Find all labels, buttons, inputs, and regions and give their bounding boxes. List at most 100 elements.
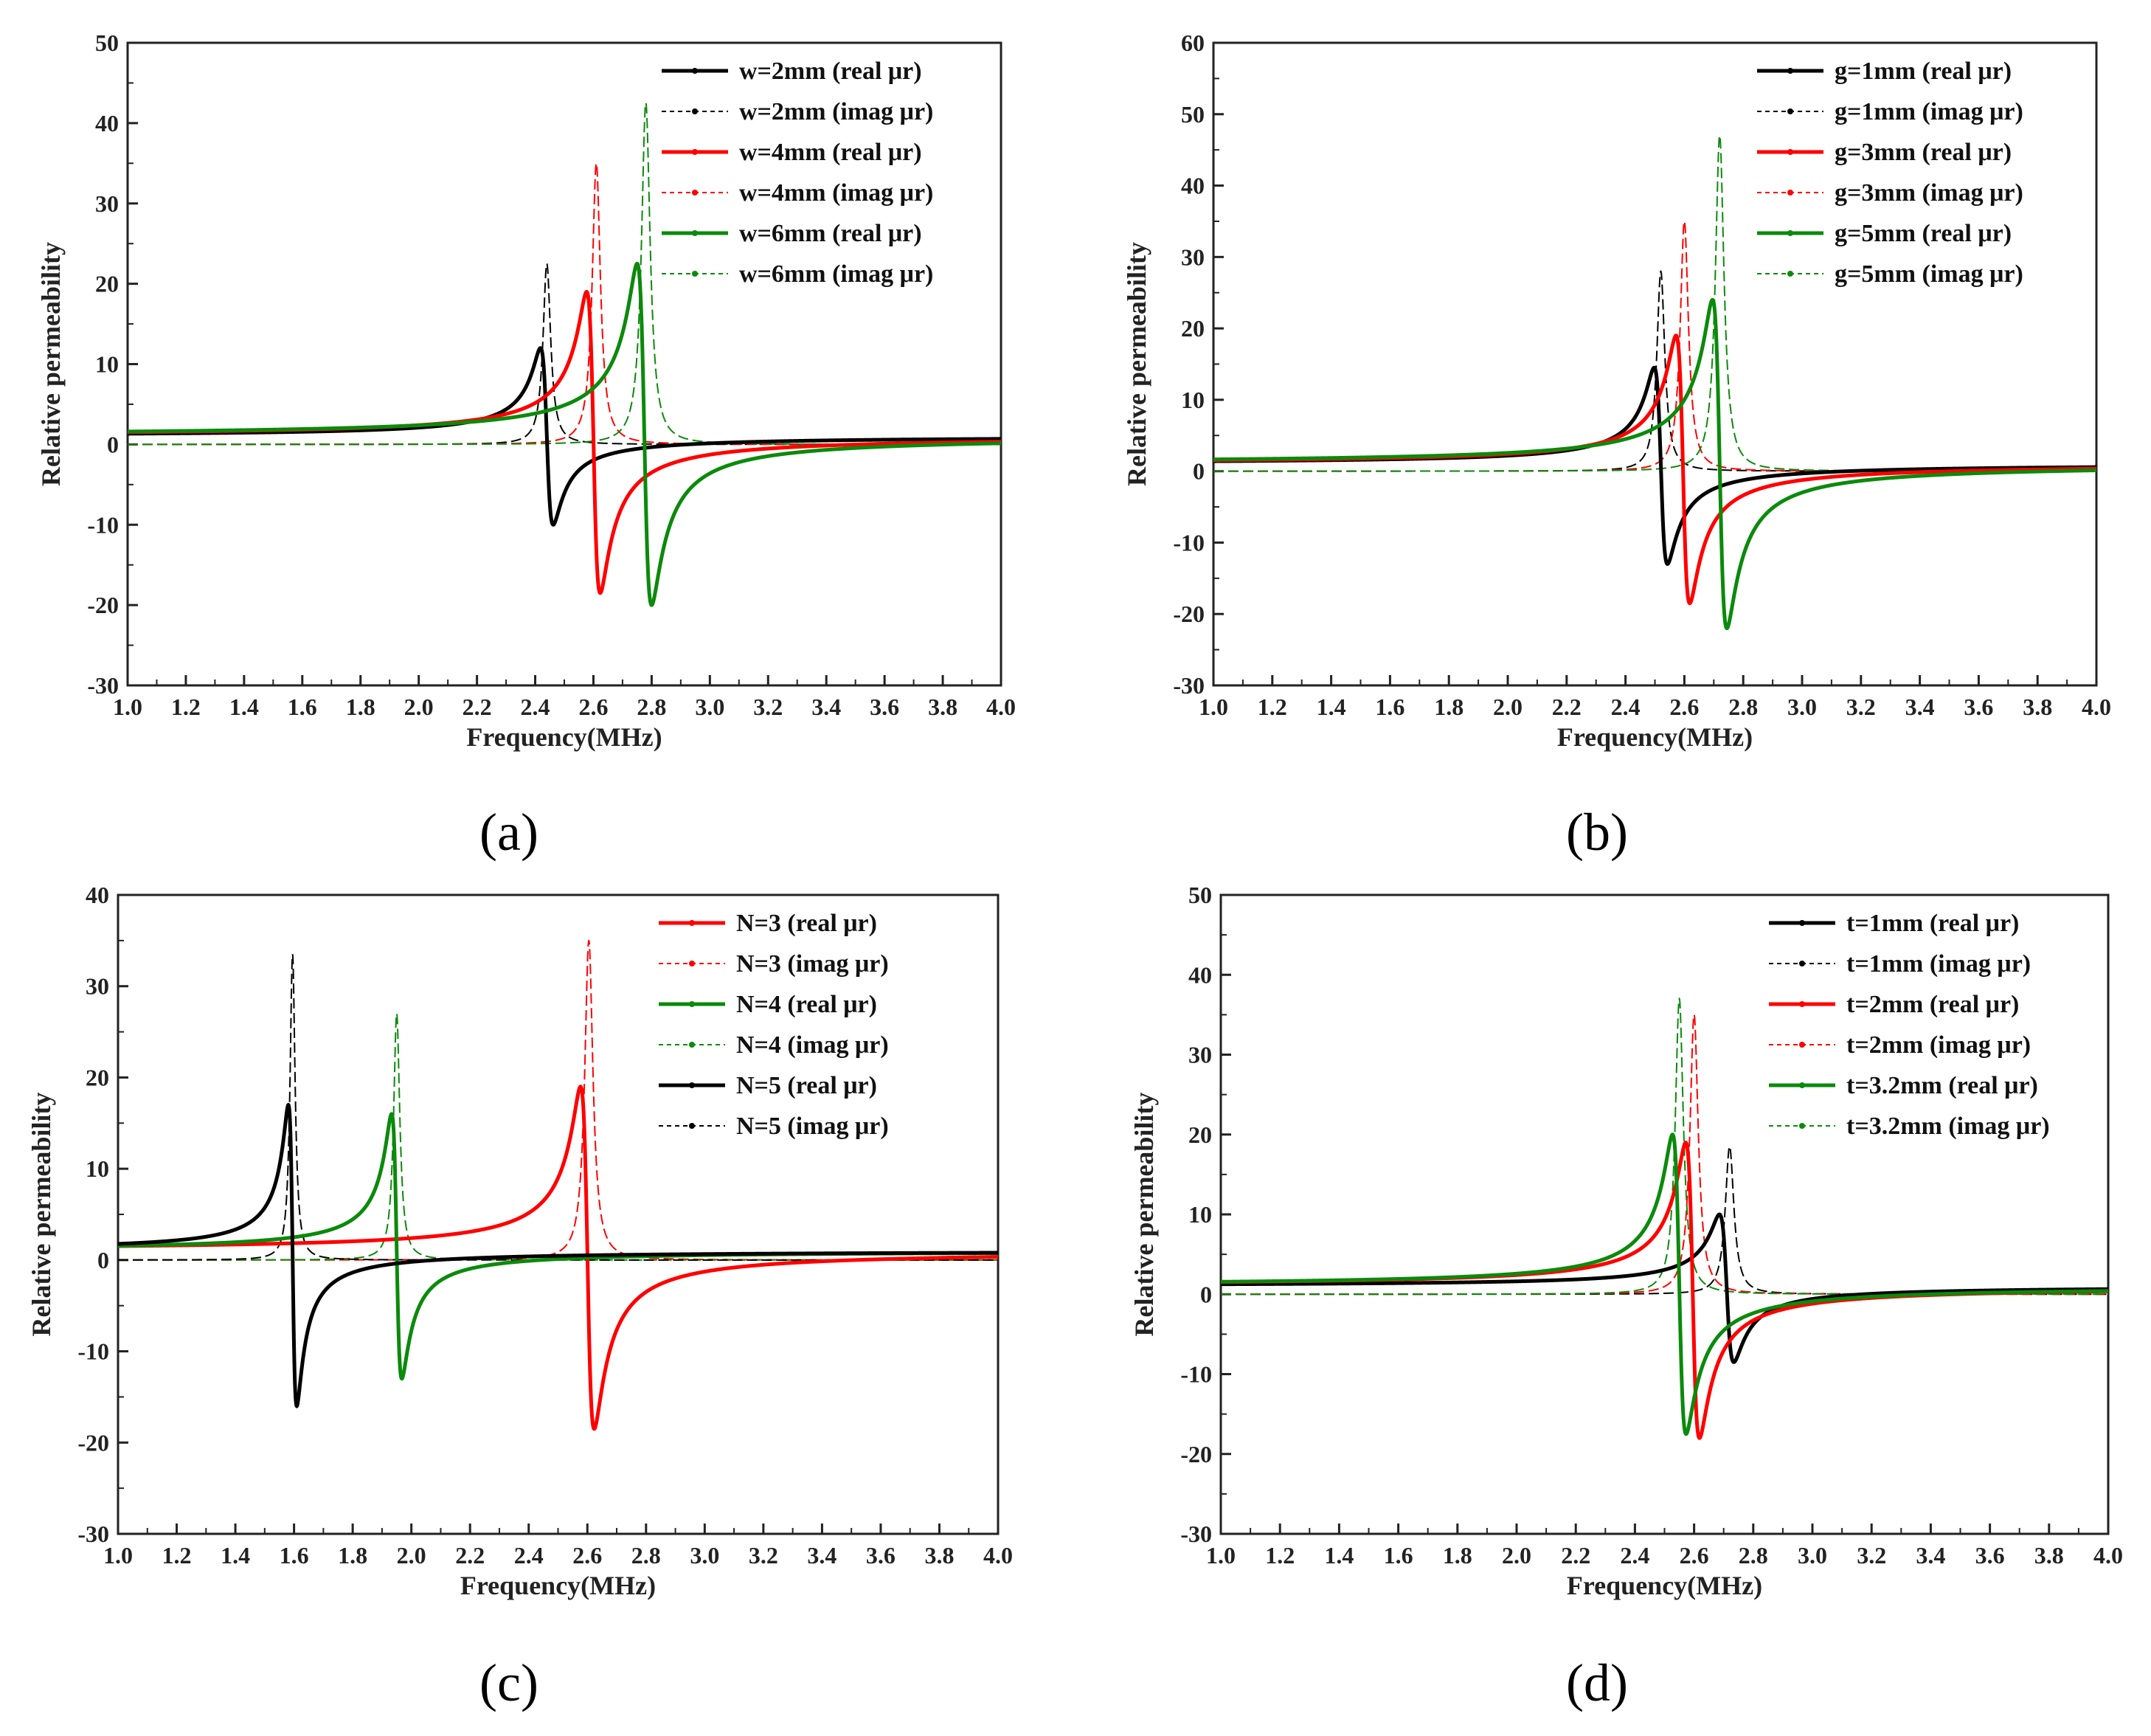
y-tick-label: 10	[95, 351, 119, 378]
legend-label: g=1mm (real μr)	[1835, 58, 2012, 85]
y-tick-label: 0	[1200, 1281, 1212, 1307]
x-tick-label: 2.4	[521, 694, 550, 720]
x-tick-label: 3.0	[1787, 694, 1817, 720]
y-tick-label: 20	[95, 271, 119, 297]
x-tick-label: 1.8	[346, 694, 375, 720]
x-tick-label: 3.6	[1964, 694, 1993, 720]
legend-label: g=1mm (imag μr)	[1835, 98, 2023, 125]
legend-marker	[1799, 1123, 1805, 1129]
x-tick-label: 1.6	[288, 694, 317, 720]
y-axis-title: Relative permeability	[1122, 242, 1151, 486]
x-tick-label: 1.8	[1434, 694, 1464, 720]
x-tick-label: 2.0	[1493, 694, 1523, 720]
plot-area	[128, 102, 1001, 607]
y-tick-label: 0	[1193, 458, 1205, 485]
series-line-green-imag	[1213, 134, 2096, 472]
series-line-green-real	[118, 1112, 998, 1381]
x-tick-label: 1.4	[229, 694, 259, 720]
x-tick-label: 2.4	[514, 1542, 544, 1569]
y-tick-label: 50	[1188, 882, 1212, 908]
legend-marker	[692, 271, 698, 277]
y-tick-label: 20	[86, 1064, 109, 1090]
y-tick-label: 40	[86, 882, 109, 908]
x-tick-label: 2.8	[631, 1542, 661, 1569]
legend-marker	[692, 149, 698, 155]
x-tick-label: 2.4	[1620, 1542, 1649, 1569]
series-line-red-imag	[118, 939, 998, 1261]
x-tick-label: 4.0	[986, 694, 1016, 720]
series-line-red-imag	[1213, 220, 2096, 472]
x-tick-label: 1.2	[1265, 1542, 1295, 1569]
x-tick-label: 3.6	[1975, 1542, 2005, 1569]
legend-label: g=3mm (imag μr)	[1835, 179, 2023, 207]
y-tick-label: 20	[1188, 1121, 1212, 1148]
y-tick-label: -30	[1180, 1521, 1212, 1547]
y-axis-title: Relative permeability	[36, 242, 66, 486]
chart-panel-d: 1.0 1.2 1.4 1.6 1.8 2.0 2.2 2.4 2.6 2.8 3.0 3.2 3.4 3…	[1129, 882, 2123, 1712]
x-tick-label: 1.2	[171, 694, 201, 720]
panel-caption: (d)	[1566, 1653, 1628, 1712]
legend-label: t=1mm (imag μr)	[1846, 950, 2031, 978]
legend-marker	[692, 68, 698, 74]
y-tick-label: 30	[86, 973, 109, 1000]
y-tick-label: -20	[87, 592, 119, 618]
y-tick-label: 30	[95, 190, 119, 217]
series-line-green-imag	[1221, 997, 2108, 1296]
panel-caption: (b)	[1566, 803, 1628, 862]
x-tick-label: 3.0	[690, 1542, 719, 1569]
legend-label: w=2mm (imag μr)	[739, 98, 933, 125]
y-tick-label: 40	[1188, 961, 1212, 988]
legend-label: w=6mm (imag μr)	[739, 260, 933, 288]
x-tick-label: 4.0	[2093, 1542, 2123, 1569]
x-tick-label: 3.0	[1798, 1542, 1827, 1569]
x-tick-label: 1.0	[1206, 1542, 1236, 1569]
y-tick-label: 20	[1181, 315, 1205, 342]
plot-area	[1213, 134, 2096, 631]
y-tick-label: -10	[1173, 529, 1205, 556]
legend-label: N=5 (real μr)	[736, 1072, 877, 1099]
legend-marker	[1799, 1082, 1805, 1088]
x-tick-label: 4.0	[983, 1542, 1013, 1569]
x-tick-label: 3.2	[1857, 1542, 1886, 1569]
panel-caption: (a)	[479, 803, 538, 862]
plot-area	[1221, 997, 2108, 1440]
legend-marker	[689, 1042, 695, 1048]
legend-label: t=2mm (imag μr)	[1846, 1031, 2031, 1059]
x-tick-label: 3.2	[1846, 694, 1876, 720]
x-tick-label: 1.8	[1443, 1542, 1472, 1569]
x-axis-title: Frequency(MHz)	[1567, 1571, 1762, 1600]
series-line-black-imag	[128, 263, 1001, 446]
x-tick-label: 2.6	[1669, 694, 1699, 720]
x-tick-label: 1.4	[221, 1542, 250, 1569]
x-tick-label: 3.0	[695, 694, 724, 720]
legend-marker	[1799, 1042, 1805, 1048]
x-tick-label: 2.8	[637, 694, 666, 720]
y-tick-label: 0	[107, 431, 119, 457]
x-tick-label: 1.2	[1258, 694, 1287, 720]
legend-marker	[1799, 1001, 1805, 1007]
y-tick-label: -30	[77, 1521, 109, 1547]
legend-label: w=4mm (real μr)	[739, 139, 922, 166]
x-tick-label: 2.6	[1680, 1542, 1709, 1569]
legend-marker	[1799, 961, 1805, 966]
chart-panel-c: 1.0 1.2 1.4 1.6 1.8 2.0 2.2 2.4 2.6 2.8 3.0 3.2 3.4 3…	[27, 882, 1013, 1712]
legend-label: w=4mm (imag μr)	[739, 179, 933, 207]
legend-marker	[1799, 920, 1805, 926]
x-tick-label: 1.6	[1384, 1542, 1413, 1569]
x-tick-label: 2.0	[404, 694, 434, 720]
series-line-black-real	[128, 346, 1001, 527]
x-tick-label: 2.2	[455, 1542, 485, 1569]
x-tick-label: 2.6	[572, 1542, 602, 1569]
y-tick-label: -30	[87, 672, 119, 699]
x-tick-label: 1.6	[1375, 694, 1404, 720]
x-tick-label: 2.2	[1552, 694, 1582, 720]
y-tick-label: -10	[77, 1338, 109, 1365]
x-tick-label: 1.2	[162, 1542, 192, 1569]
legend-marker	[1787, 190, 1793, 196]
series-line-green-real	[1221, 1132, 2108, 1436]
y-tick-label: -30	[1173, 672, 1205, 699]
y-axis-title: Relative permeability	[27, 1093, 56, 1337]
y-tick-label: 0	[97, 1247, 109, 1273]
legend-label: g=5mm (imag μr)	[1835, 260, 2023, 288]
x-tick-label: 3.4	[811, 694, 841, 720]
